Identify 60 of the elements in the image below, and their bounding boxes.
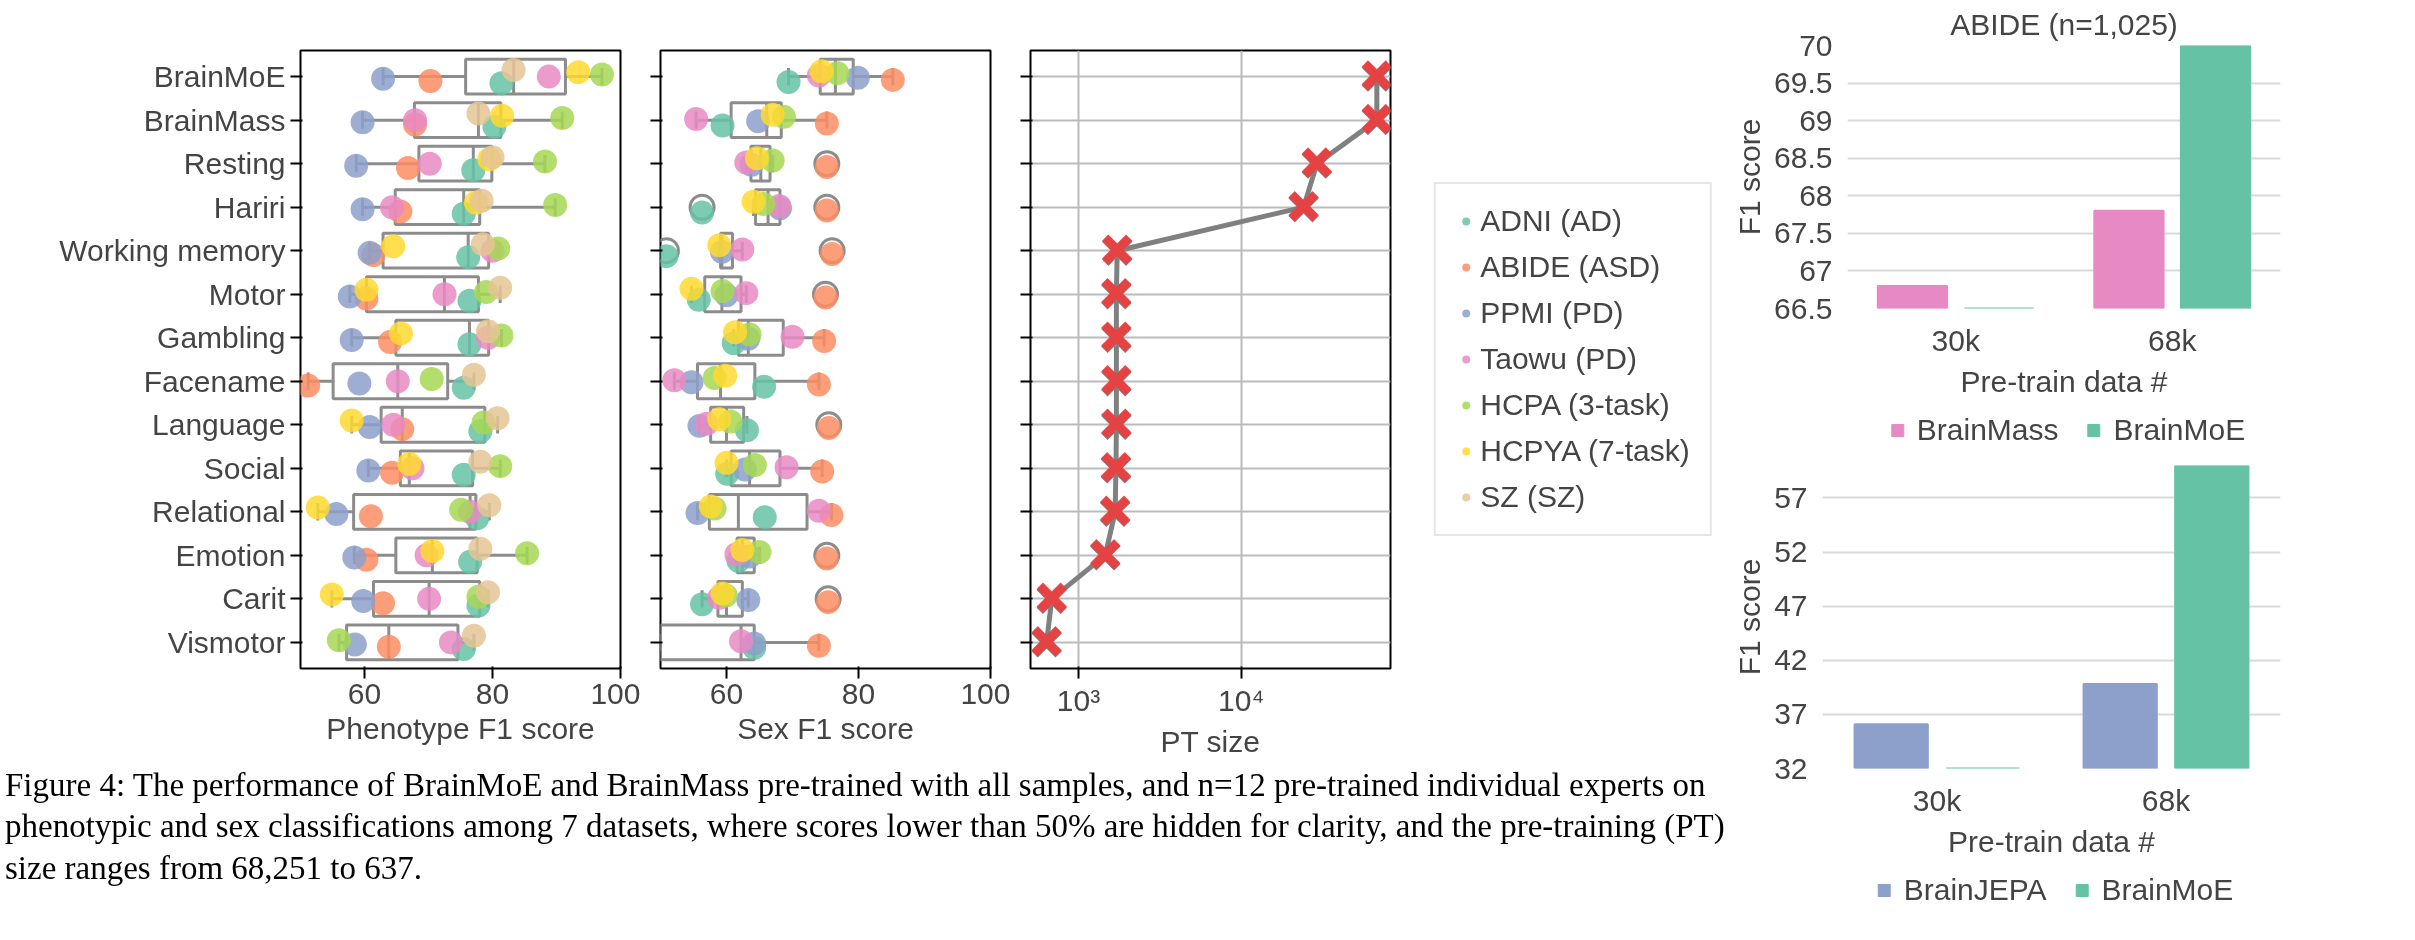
x-tick-label: 100 xyxy=(960,676,1011,710)
x-tick-label: 80 xyxy=(841,676,876,710)
x-tick-label: 80 xyxy=(475,676,510,710)
y-tick-label: Gambling xyxy=(157,321,286,355)
y-tick-label: Facename xyxy=(143,364,286,398)
x-axis-title: PT size xyxy=(1160,724,1260,758)
y-tick-label: 70 xyxy=(1799,28,1833,62)
y-tick-label: 47 xyxy=(1774,589,1808,623)
x-axis-title: Sex F1 score xyxy=(737,711,914,745)
y-tick-label: 66.5 xyxy=(1774,291,1833,325)
x-tick-label: 60 xyxy=(709,676,744,710)
y-tick-label: Resting xyxy=(183,147,286,181)
y-tick-label: 67.5 xyxy=(1774,216,1833,250)
x-tick-label: 68k xyxy=(2148,323,2198,357)
x-axis-title: Phenotype F1 score xyxy=(326,711,595,745)
legend-label: SZ (SZ) xyxy=(1480,480,1586,514)
y-tick-label: 67 xyxy=(1799,253,1833,287)
y-tick-label: 57 xyxy=(1774,480,1808,514)
y-tick-label: Working memory xyxy=(59,234,286,268)
y-tick-label: 42 xyxy=(1774,643,1808,677)
x-axis-title: Pre-train data # xyxy=(1948,824,2156,858)
y-tick-label: 69.5 xyxy=(1774,66,1833,100)
legend-label: BrainMoE xyxy=(2113,413,2246,447)
y-tick-label: 68 xyxy=(1799,178,1833,212)
y-tick-label: 68.5 xyxy=(1774,141,1833,175)
x-tick-label: 60 xyxy=(347,676,382,710)
chart-title: ABIDE (n=1,025) xyxy=(1950,7,2178,41)
legend-label: ABIDE (ASD) xyxy=(1480,250,1661,284)
y-tick-label: 32 xyxy=(1774,751,1808,785)
y-tick-label: Motor xyxy=(208,277,286,311)
y-tick-label: BrainMass xyxy=(143,103,286,137)
y-tick-label: BrainMoE xyxy=(153,60,286,94)
y-tick-label: Vismotor xyxy=(167,625,286,659)
y-tick-label: 52 xyxy=(1774,535,1808,569)
y-tick-label: Carit xyxy=(222,582,287,616)
y-axis-title: F1 score xyxy=(1733,558,1767,676)
legend-label: Taowu (PD) xyxy=(1480,342,1637,376)
y-tick-label: Hariri xyxy=(213,190,286,224)
x-tick-label: 100 xyxy=(590,676,641,710)
legend-label: HCPA (3-task) xyxy=(1480,388,1670,422)
legend-label: BrainMoE xyxy=(2101,873,2234,907)
caption: Figure 4: The performance of BrainMoE and BrainMass pre-trained with all samples, and n=12 pre-trained individual experts on phenotypic and sex classifications among 7 datasets, where scores lower than 50% are hidden for clarity, and the pre-training (PT) size ranges from 68,251 to 637. xyxy=(5,766,1725,888)
y-tick-label: Social xyxy=(203,451,286,485)
y-axis-title: F1 score xyxy=(1733,118,1767,236)
x-tick-label: 30k xyxy=(1931,323,1981,357)
y-tick-label: Relational xyxy=(152,495,286,529)
y-tick-label: 69 xyxy=(1799,103,1833,137)
x-tick-label: 10³ xyxy=(1056,683,1101,717)
y-tick-label: 37 xyxy=(1774,697,1808,731)
legend-label: PPMI (PD) xyxy=(1480,296,1624,330)
y-tick-label: Emotion xyxy=(175,538,286,572)
y-tick-label: Language xyxy=(152,408,286,442)
x-axis-title: Pre-train data # xyxy=(1960,364,2168,398)
legend-label: ADNI (AD) xyxy=(1480,204,1622,238)
x-tick-label: 68k xyxy=(2141,783,2192,817)
x-tick-label: 30k xyxy=(1912,783,1963,817)
legend-label: HCPYA (7-task) xyxy=(1480,434,1690,468)
legend-label: BrainJEPA xyxy=(1903,873,2047,907)
x-tick-label: 10⁴ xyxy=(1218,683,1265,717)
legend-label: BrainMass xyxy=(1916,413,2059,447)
